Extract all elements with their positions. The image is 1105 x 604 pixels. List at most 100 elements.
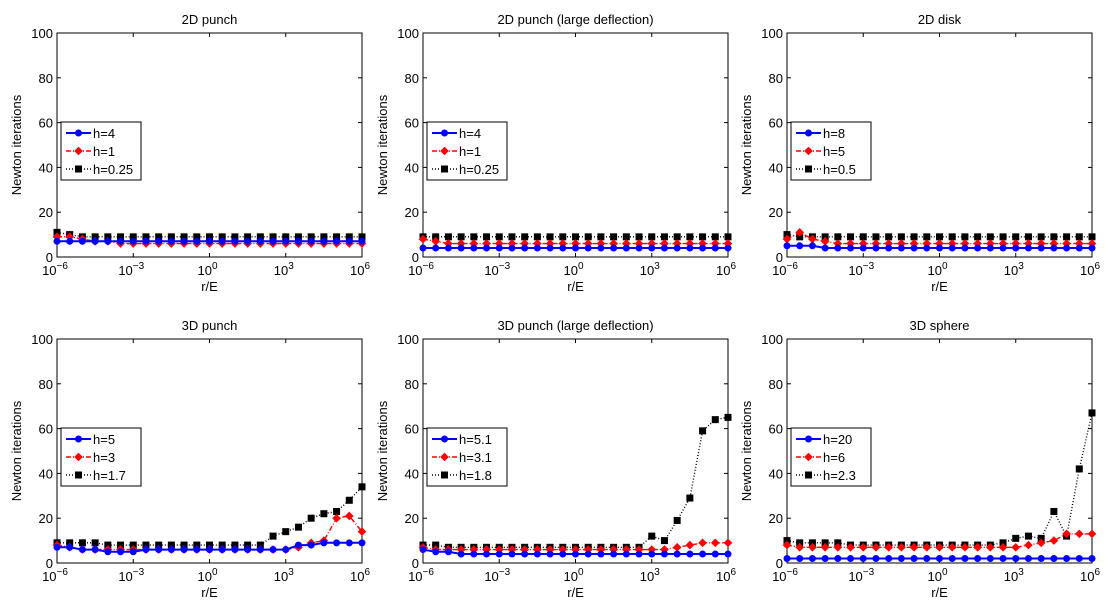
data-point	[821, 555, 829, 563]
data-point	[1074, 529, 1084, 539]
data-point	[78, 546, 86, 554]
data-point	[872, 244, 880, 252]
data-point	[847, 233, 855, 241]
series-1	[419, 244, 732, 252]
chart-6: 0 20 40 60 80 100 10−6 10−3 100 103 106 3D sphere r/…	[739, 318, 1100, 600]
x-tick-label: 100	[563, 567, 583, 584]
data-point	[635, 233, 643, 241]
data-point	[948, 555, 956, 563]
data-point	[546, 244, 554, 252]
legend-marker	[805, 165, 812, 173]
data-point	[795, 228, 805, 237]
data-point	[444, 233, 452, 241]
legend: h=5.1 h=3.1 h=1.8	[426, 427, 508, 487]
data-point	[635, 244, 643, 252]
data-point	[320, 237, 328, 245]
data-point	[419, 546, 427, 554]
data-point	[833, 543, 843, 552]
data-point	[1063, 244, 1071, 252]
y-tick-label: 100	[397, 332, 419, 347]
data-point	[846, 543, 855, 552]
data-point	[457, 244, 465, 252]
chart-1: 0 20 40 60 80 100 10−6 10−3 100 103 106 2D punch r/E…	[9, 12, 370, 294]
legend-label: h=1	[459, 144, 481, 159]
data-point	[859, 555, 867, 563]
y-tick-label: 40	[405, 466, 419, 481]
data-point	[333, 507, 341, 515]
data-point	[648, 532, 656, 540]
data-point	[783, 242, 791, 250]
data-point	[332, 513, 341, 523]
legend-label: h=1.8	[459, 468, 492, 483]
y-tick-label: 80	[405, 377, 419, 392]
data-point	[948, 244, 956, 252]
data-point	[922, 543, 932, 552]
x-tick-label: 103	[640, 567, 660, 584]
x-tick-label: 10−3	[118, 567, 144, 584]
data-point	[572, 244, 579, 252]
data-point	[673, 516, 681, 524]
data-point	[885, 233, 893, 241]
data-point	[597, 244, 605, 252]
data-point	[206, 546, 213, 554]
x-tick-label: 10−6	[408, 261, 434, 278]
data-point	[872, 555, 880, 563]
data-point	[483, 244, 491, 252]
data-point	[808, 555, 816, 563]
data-point	[974, 555, 982, 563]
y-axis-label: Newton iterations	[739, 400, 754, 501]
legend-label: h=0.25	[459, 162, 499, 177]
data-point	[294, 237, 302, 245]
data-point	[432, 548, 440, 556]
data-point	[699, 233, 707, 241]
y-tick-label: 100	[761, 332, 783, 347]
data-point	[142, 237, 150, 245]
data-point	[1075, 233, 1083, 241]
data-point	[155, 237, 163, 245]
legend: h=4 h=1 h=0.25	[426, 121, 508, 181]
data-point	[1075, 244, 1083, 252]
data-point	[218, 237, 226, 245]
data-point	[610, 233, 618, 241]
data-point	[936, 233, 943, 241]
data-point	[1024, 555, 1032, 563]
data-point	[91, 237, 99, 245]
series-1	[53, 237, 366, 245]
legend-marker	[75, 435, 82, 443]
data-point	[999, 555, 1007, 563]
data-point	[1088, 233, 1096, 241]
y-tick-label: 0	[412, 250, 419, 265]
legend-label: h=2.3	[823, 468, 856, 483]
y-axis-label: Newton iterations	[9, 94, 24, 195]
x-tick-label: 100	[197, 567, 217, 584]
data-point	[910, 233, 918, 241]
data-point	[1012, 534, 1020, 542]
data-point	[269, 237, 277, 245]
y-tick-label: 40	[405, 160, 419, 175]
y-tick-label: 40	[769, 466, 783, 481]
data-point	[686, 244, 694, 252]
data-point	[231, 546, 239, 554]
data-point	[432, 244, 440, 252]
data-point	[834, 555, 842, 563]
data-point	[782, 540, 792, 550]
y-tick-label: 60	[769, 422, 783, 437]
data-point	[53, 543, 61, 551]
data-point	[495, 550, 503, 558]
data-point	[1088, 244, 1096, 252]
data-point	[206, 237, 213, 245]
data-point	[559, 550, 567, 558]
chart-title: 3D punch	[182, 318, 238, 333]
legend-marker	[804, 452, 813, 462]
data-point	[885, 555, 893, 563]
y-tick-label: 80	[769, 377, 783, 392]
data-point	[947, 543, 957, 552]
data-point	[673, 233, 681, 241]
data-point	[847, 555, 855, 563]
y-tick-label: 0	[776, 556, 783, 571]
legend-label: h=8	[823, 126, 845, 141]
data-point	[1050, 244, 1058, 252]
data-point	[660, 244, 668, 252]
data-point	[834, 233, 842, 241]
y-tick-label: 0	[776, 250, 783, 265]
